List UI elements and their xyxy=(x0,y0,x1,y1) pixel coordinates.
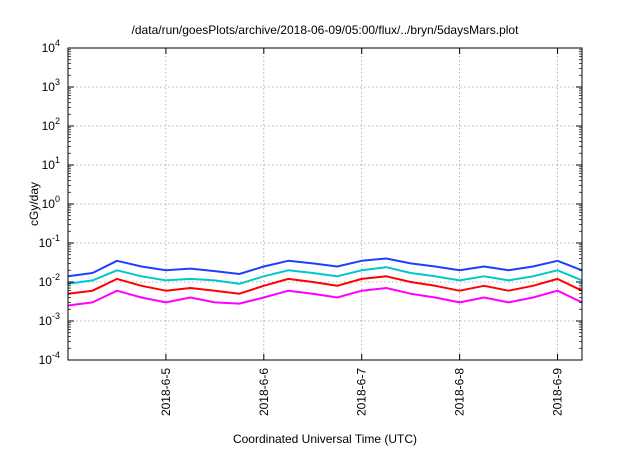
y-tick-label: 10-3 xyxy=(39,311,60,328)
y-tick-label: 102 xyxy=(42,116,60,133)
series-line-2 xyxy=(67,275,583,295)
y-axis-tick-labels: 10-4 10-3 10-2 10-1 100 101 102 103 104 xyxy=(39,38,60,367)
y-tick-label: 10-4 xyxy=(39,350,60,367)
y-tick-label: 10-2 xyxy=(39,272,60,289)
x-tick-label: 2018-6-9 xyxy=(551,368,565,416)
y-tick-label: 103 xyxy=(42,77,60,94)
x-tick-label: 2018-6-8 xyxy=(453,368,467,416)
y-tick-label: 101 xyxy=(42,155,60,172)
x-tick-label: 2018-6-5 xyxy=(159,368,173,416)
plot-area xyxy=(67,47,583,361)
x-tick-label: 2018-6-7 xyxy=(355,368,369,416)
chart-title: /data/run/goesPlots/archive/2018-06-09/0… xyxy=(132,23,520,37)
x-tick-label: 2018-6-6 xyxy=(257,368,271,416)
series-line-1 xyxy=(67,287,583,307)
axis-ticks xyxy=(68,47,582,361)
y-tick-label: 104 xyxy=(42,38,60,55)
data-series xyxy=(67,257,583,307)
grid-lines xyxy=(68,48,582,360)
y-tick-label: 100 xyxy=(42,194,60,211)
series-line-3 xyxy=(67,266,583,285)
x-axis-label: Coordinated Universal Time (UTC) xyxy=(233,432,417,446)
x-axis-tick-labels: 2018-6-5 2018-6-6 2018-6-7 2018-6-8 2018-6-9 xyxy=(159,368,565,416)
y-tick-label: 10-1 xyxy=(39,233,60,250)
y-axis-label: cGy/day xyxy=(27,182,41,226)
series-line-4 xyxy=(67,257,583,278)
